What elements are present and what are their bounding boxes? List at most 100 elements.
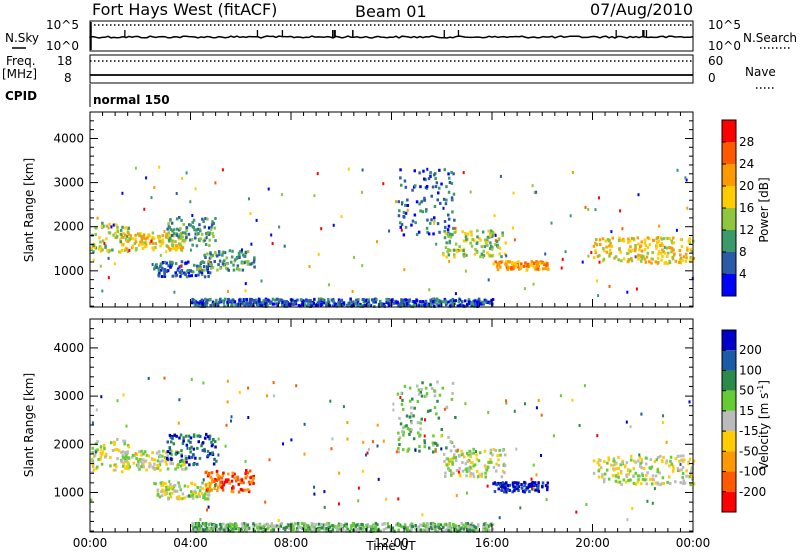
echo-point — [614, 479, 618, 483]
echo-point — [218, 253, 221, 257]
echo-point — [99, 455, 103, 459]
echo-point — [317, 252, 320, 256]
echo-point — [448, 304, 452, 308]
echo-point — [361, 469, 364, 473]
echo-point — [170, 491, 174, 495]
echo-point — [133, 453, 137, 457]
echo-point — [192, 453, 195, 457]
echo-point — [139, 240, 142, 244]
echo-point — [445, 446, 448, 450]
echo-point — [272, 302, 276, 306]
echo-point — [335, 304, 339, 308]
echo-point — [460, 453, 464, 457]
echo-point — [489, 234, 492, 238]
echo-point — [607, 456, 610, 460]
echo-point — [528, 482, 532, 486]
echo-point — [451, 460, 454, 464]
echo-point — [194, 274, 198, 278]
echo-point — [190, 301, 194, 305]
echo-point — [432, 300, 435, 303]
echo-point — [300, 298, 303, 302]
echo-point — [379, 529, 382, 533]
echo-point — [622, 478, 626, 482]
echo-point — [501, 469, 505, 473]
echo-point — [602, 257, 606, 261]
echo-point — [510, 261, 514, 265]
echo-point — [688, 241, 692, 245]
echo-point — [182, 436, 185, 440]
echo-point — [454, 292, 457, 296]
echo-point — [500, 475, 504, 479]
echo-point — [532, 463, 535, 467]
echo-point — [156, 492, 160, 496]
echo-point — [179, 227, 182, 231]
echo-point — [199, 485, 202, 489]
echo-point — [268, 458, 271, 462]
echo-point — [608, 284, 611, 288]
echo-point — [175, 245, 178, 248]
echo-point — [184, 454, 187, 458]
echo-point — [400, 183, 403, 187]
echo-point — [507, 260, 511, 264]
echo-point — [637, 459, 640, 463]
echo-point — [402, 210, 406, 214]
echo-point — [620, 259, 623, 263]
echo-point — [207, 505, 210, 509]
colorbar-tick-label: 100 — [739, 363, 762, 377]
echo-point — [235, 479, 238, 483]
echo-point — [208, 226, 210, 230]
echo-point — [689, 248, 692, 251]
echo-point — [307, 299, 310, 303]
echo-point — [387, 304, 391, 308]
echo-point — [454, 299, 457, 303]
echo-point — [434, 449, 437, 453]
echo-point — [227, 524, 231, 528]
echo-point — [181, 492, 185, 496]
echo-point — [99, 457, 102, 461]
echo-point — [294, 299, 297, 303]
echo-point — [200, 444, 203, 448]
echo-point — [417, 431, 420, 435]
echo-point — [414, 524, 417, 527]
echo-point — [409, 522, 413, 526]
echo-point — [193, 489, 196, 493]
nave-label: Nave — [745, 65, 776, 79]
echo-point — [494, 243, 497, 246]
echo-point — [453, 453, 456, 457]
echo-point — [280, 522, 284, 526]
echo-point — [541, 484, 544, 488]
echo-point — [192, 218, 196, 222]
echo-point — [231, 486, 234, 490]
echo-point — [177, 451, 180, 455]
echo-point — [456, 304, 460, 308]
colorbar-tick-label: 20 — [739, 179, 754, 193]
echo-point — [629, 469, 632, 473]
echo-point — [170, 260, 174, 264]
echo-point — [447, 467, 450, 471]
echo-point — [112, 233, 115, 237]
echo-point — [186, 494, 189, 498]
echo-point — [688, 400, 691, 404]
echo-point — [498, 261, 501, 265]
echo-point — [495, 469, 498, 473]
echo-point — [452, 302, 455, 306]
echo-point — [505, 261, 508, 265]
echo-point — [189, 436, 193, 440]
echo-point — [216, 268, 219, 272]
echo-point — [648, 243, 652, 247]
echo-point — [316, 172, 319, 176]
echo-point — [163, 376, 166, 380]
echo-point — [171, 246, 175, 250]
echo-point — [438, 186, 441, 190]
echo-point — [466, 491, 468, 495]
echo-point — [329, 399, 332, 403]
echo-point — [328, 304, 332, 308]
echo-point — [679, 481, 682, 485]
echo-point — [90, 498, 93, 502]
echo-point — [434, 300, 437, 304]
echo-point — [212, 527, 215, 531]
echo-point — [175, 227, 179, 231]
echo-point — [692, 459, 696, 463]
echo-point — [607, 458, 611, 462]
